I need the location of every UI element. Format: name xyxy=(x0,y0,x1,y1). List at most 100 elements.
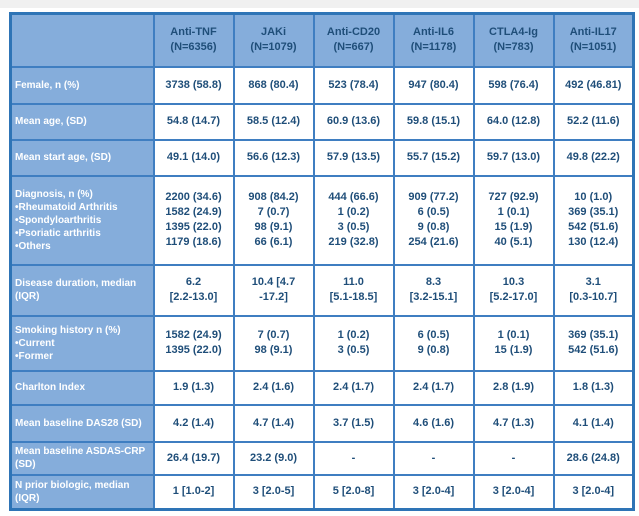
data-cell-line: 1 (0.1) xyxy=(497,206,530,219)
data-cell: 5 [2.0-8] xyxy=(312,473,395,511)
data-cell-line: 2200 (34.6) xyxy=(165,191,222,204)
data-cell-line: 254 (21.6) xyxy=(408,235,459,248)
data-cell: 1.9 (1.3) xyxy=(152,369,235,406)
column-title: Anti-IL17 xyxy=(569,25,617,38)
data-cell-line: 130 (12.4) xyxy=(568,235,619,248)
data-cell-line: 492 (46.81) xyxy=(565,78,622,91)
table-row-disease-duration-median-iqr: Disease duration, median (IQR) 6.2 [2.2-13… xyxy=(9,263,635,317)
data-cell-line: 7 (0.7) xyxy=(257,206,290,219)
data-cell: 2.4 (1.6) xyxy=(232,369,315,406)
data-cell-line: 1582 (24.9) xyxy=(165,329,222,342)
column-n: (N=667) xyxy=(333,41,374,54)
data-cell: 1 (0.1) 15 (1.9) xyxy=(472,314,555,372)
data-cell-line: 3 (0.5) xyxy=(337,344,370,356)
data-cell-line: 7 (0.7) xyxy=(257,329,290,342)
row-label-text: Charlton Index xyxy=(15,382,86,393)
data-cell-line: 49.8 (22.2) xyxy=(566,151,620,164)
data-cell-line: 1179 (18.6) xyxy=(165,235,222,248)
data-cell: 2.8 (1.9) xyxy=(472,369,555,406)
column-header-jaki: JAKi (N=1079) xyxy=(232,12,315,68)
table-body: Female, n (%) 3738 (58.8) 868 (80.4) 523 (7… xyxy=(9,65,635,511)
row-label-bullet: •Current xyxy=(15,337,55,349)
data-cell-line: [0.3-10.7] xyxy=(569,291,618,303)
data-cell: 727 (92.9) 1 (0.1) 15 (1.9) 40 (5.1) xyxy=(472,174,555,266)
column-header-anti-cd20: Anti-CD20 (N=667) xyxy=(312,12,395,68)
row-label-text: Diagnosis, n (%) xyxy=(15,188,93,200)
data-cell-line: 59.8 (15.1) xyxy=(406,115,461,128)
data-cell-line: 15 (1.9) xyxy=(494,221,533,233)
data-cell-line: 6 (0.5) xyxy=(417,329,450,342)
data-cell-line: 10.3 xyxy=(502,276,525,289)
column-title: CTLA4-Ig xyxy=(489,25,538,38)
table-row-female-n: Female, n (%) 3738 (58.8) 868 (80.4) 523 (7… xyxy=(9,65,635,105)
data-cell: - xyxy=(472,440,555,476)
data-cell-line: 909 (77.2) xyxy=(408,191,459,204)
data-cell: 55.7 (15.2) xyxy=(392,138,475,177)
data-cell: - xyxy=(312,440,395,476)
data-cell-line: 727 (92.9) xyxy=(488,191,539,204)
data-cell: 909 (77.2) 6 (0.5) 9 (0.8) 254 (21.6) xyxy=(392,174,475,266)
data-cell: 57.9 (13.5) xyxy=(312,138,395,177)
column-title: Anti-IL6 xyxy=(413,25,454,38)
corner-cell xyxy=(9,12,155,68)
column-title: Anti-TNF xyxy=(170,25,217,38)
row-label-text: Mean age, (SD) xyxy=(15,116,87,127)
data-cell-line: 3.7 (1.5) xyxy=(333,416,374,429)
data-cell-line: 59.7 (13.0) xyxy=(486,151,541,164)
table-row-charlton-index: Charlton Index 1.9 (1.3) 2.4 (1.6) 2.4 (1.7… xyxy=(9,369,635,406)
data-cell-line: 4.6 (1.6) xyxy=(413,416,454,429)
data-cell-line: 2.8 (1.9) xyxy=(493,381,534,394)
row-label-bullet: •Former xyxy=(15,350,53,362)
data-cell-line: 40 (5.1) xyxy=(494,235,533,248)
data-cell-line: 3.1 xyxy=(585,276,601,289)
data-cell: 947 (80.4) xyxy=(392,65,475,105)
data-cell: 23.2 (9.0) xyxy=(232,440,315,476)
data-cell: 523 (78.4) xyxy=(312,65,395,105)
column-n: (N=1178) xyxy=(410,41,457,54)
data-cell-line: 55.7 (15.2) xyxy=(406,151,461,164)
data-cell-line: 6.2 xyxy=(185,276,202,289)
data-cell: 59.8 (15.1) xyxy=(392,102,475,141)
data-cell-line: 598 (76.4) xyxy=(488,78,539,91)
data-cell-line: 542 (51.6) xyxy=(568,344,619,356)
data-cell-line: - xyxy=(351,451,356,464)
data-cell: 28.6 (24.8) xyxy=(552,440,635,476)
data-cell: 4.1 (1.4) xyxy=(552,403,635,443)
table-header-row: Anti-TNF (N=6356) JAKi (N=1079) Anti-CD20 (N=… xyxy=(9,12,635,68)
data-cell: 3 [2.0-4] xyxy=(552,473,635,511)
row-label-mean-age-sd: Mean age, (SD) xyxy=(9,102,155,141)
column-header-ctla4-ig: CTLA4-Ig (N=783) xyxy=(472,12,555,68)
data-cell: 8.3 [3.2-15.1] xyxy=(392,263,475,317)
row-label-mean-baseline-das28-sd: Mean baseline DAS28 (SD) xyxy=(9,403,155,443)
data-cell-line: 1582 (24.9) xyxy=(165,206,222,219)
data-cell: 2200 (34.6) 1582 (24.9) 1395 (22.0) 1179 (1… xyxy=(152,174,235,266)
data-cell-line: 10.4 [4.7 xyxy=(251,276,296,289)
data-cell-line: 64.0 (12.8) xyxy=(486,115,541,128)
data-cell: 2.4 (1.7) xyxy=(392,369,475,406)
data-cell-line: 28.6 (24.8) xyxy=(566,451,620,464)
row-label-female-n: Female, n (%) xyxy=(9,65,155,105)
data-cell: 6 (0.5) 9 (0.8) xyxy=(392,314,475,372)
data-cell-line: 1 (0.2) xyxy=(337,206,370,219)
data-cell: 11.0 [5.1-18.5] xyxy=(312,263,395,317)
data-cell-line: 5 [2.0-8] xyxy=(332,485,375,498)
data-cell-line: 219 (32.8) xyxy=(328,235,379,248)
data-cell-line: 15 (1.9) xyxy=(494,344,533,356)
data-cell: 10 (1.0) 369 (35.1) 542 (51.6) 130 (12.4) xyxy=(552,174,635,266)
row-label-text: Mean baseline DAS28 (SD) xyxy=(15,417,142,429)
row-label-bullet: •Rheumatoid Arthritis xyxy=(15,201,118,213)
data-cell-line: 26.4 (19.7) xyxy=(166,451,221,464)
data-cell: 4.7 (1.4) xyxy=(232,403,315,443)
data-cell-line: 2.4 (1.7) xyxy=(333,381,374,394)
row-label-text: Disease duration, median (IQR) xyxy=(15,278,137,302)
data-cell-line: 98 (9.1) xyxy=(254,344,293,356)
data-cell: 10.4 [4.7 -17.2] xyxy=(232,263,315,317)
data-cell-line: 8.3 xyxy=(425,276,442,289)
data-cell: 52.2 (11.6) xyxy=(552,102,635,141)
table-row-mean-age-sd: Mean age, (SD) 54.8 (14.7) 58.5 (12.4) 60.9… xyxy=(9,102,635,141)
row-label-bullet: •Others xyxy=(15,240,51,252)
row-label-mean-baseline-asdas-crp-sd: Mean baseline ASDAS-CRP (SD) xyxy=(9,440,155,476)
data-cell-line: 3738 (58.8) xyxy=(165,78,222,91)
data-cell: 26.4 (19.7) xyxy=(152,440,235,476)
data-cell: 49.1 (14.0) xyxy=(152,138,235,177)
